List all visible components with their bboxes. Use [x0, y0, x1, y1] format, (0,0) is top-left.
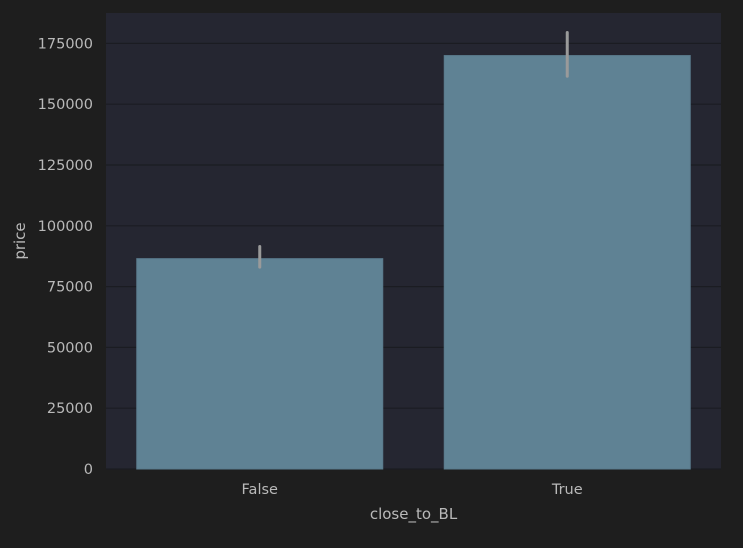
- bar-true: [443, 55, 691, 470]
- error-bars: [258, 30, 569, 269]
- y-tick-label: 25000: [47, 401, 93, 417]
- bars: [136, 55, 691, 470]
- y-tick-label: 175000: [38, 36, 93, 52]
- y-tick-label: 0: [84, 462, 93, 478]
- bar-false: [136, 258, 384, 470]
- y-tick-label: 125000: [38, 158, 93, 174]
- x-tick-label: True: [551, 482, 583, 498]
- y-tick-label: 75000: [47, 280, 93, 296]
- x-axis-label: close_to_BL: [370, 505, 458, 524]
- y-tick-labels: 0 25000 50000 75000 100000 125000 150000 175000: [38, 36, 93, 478]
- x-tick-label: False: [242, 482, 278, 498]
- y-tick-label: 150000: [38, 97, 93, 113]
- y-axis-label: price: [11, 222, 29, 259]
- x-tick-labels: False True: [242, 482, 583, 498]
- y-tick-label: 100000: [38, 219, 93, 235]
- y-tick-label: 50000: [47, 340, 93, 356]
